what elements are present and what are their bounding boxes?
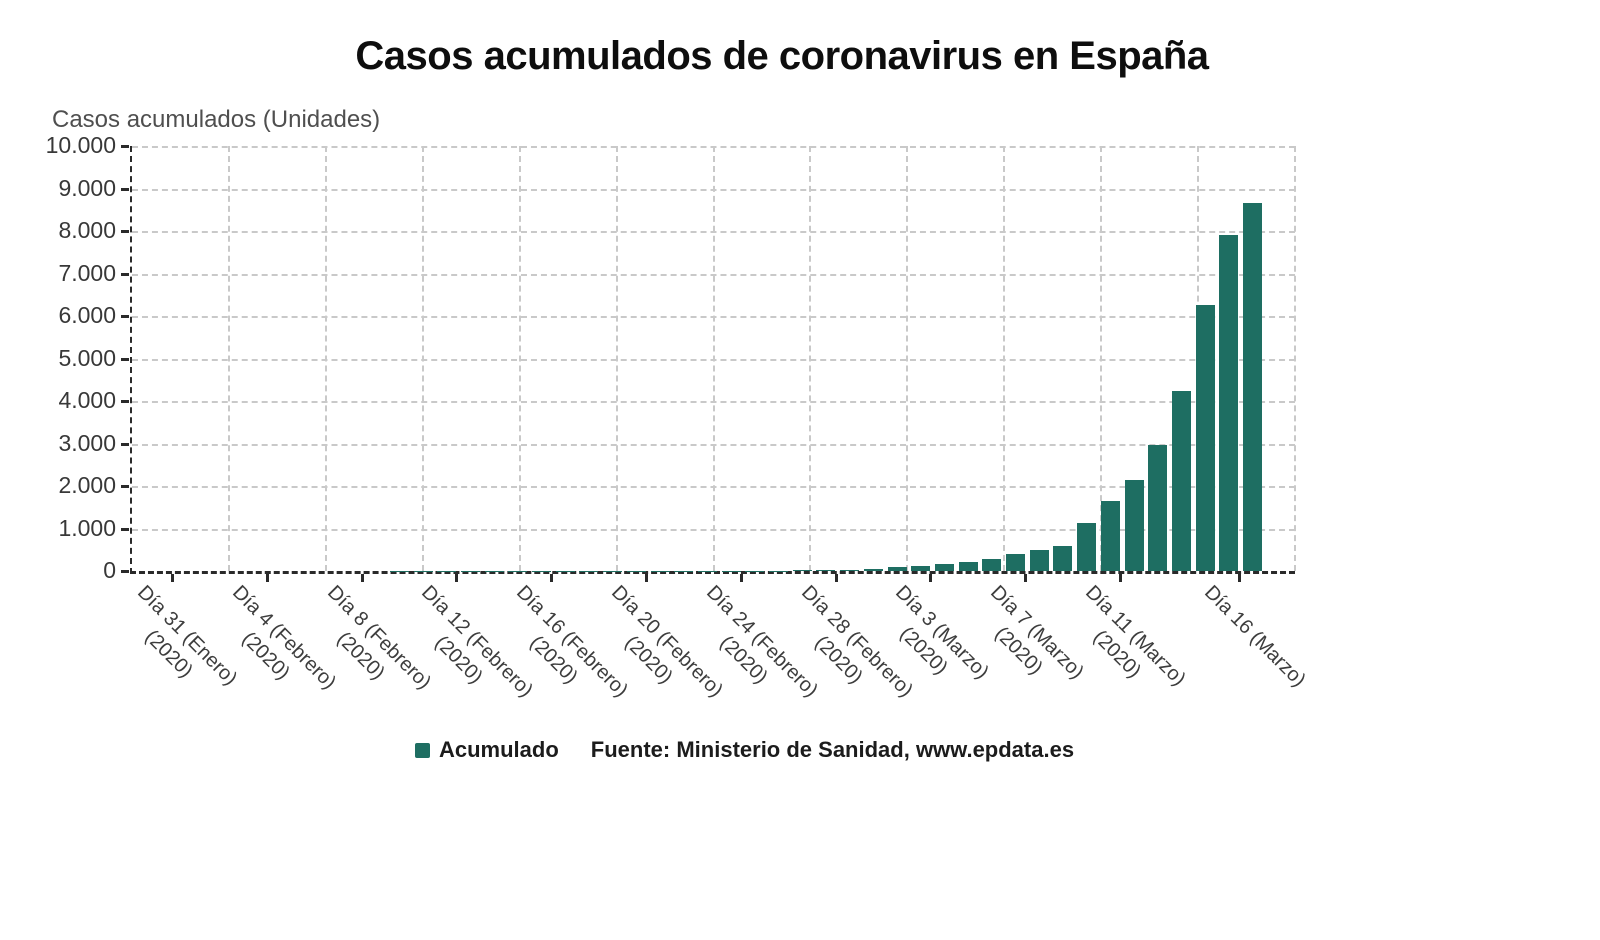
bar-11 Mar[interactable] [1124,480,1144,571]
gridline-v [906,146,909,571]
gridline-v [324,146,327,571]
x-axis-label: Día 11 (Marzo) (2020) [1081,581,1190,691]
bar-8 Mar[interactable] [1053,545,1073,571]
bar-10 Mar[interactable] [1100,501,1120,571]
x-tick [265,574,269,582]
bar-15 Mar[interactable] [1219,235,1239,571]
gridline-v [615,146,618,571]
y-axis-label: 10.000 [45,132,116,158]
bar-7 Mar[interactable] [1029,549,1049,571]
y-tick [121,187,129,191]
x-axis-label: Día 16 (Marzo) [1199,581,1310,692]
x-tick [645,574,648,582]
x-tick [1024,574,1028,582]
y-axis-label: 5.000 [58,344,116,371]
bar-29 Feb[interactable] [863,569,883,571]
plot-area [130,146,1296,574]
y-tick [121,400,129,403]
source-text: Fuente: Ministerio de Sanidad, www.epdat… [590,737,1075,762]
x-tick [1119,574,1122,582]
x-axis-label: Día 31 (Enero) (2020) [133,581,242,690]
x-tick [1237,574,1241,582]
y-tick [121,315,129,318]
y-tick [121,442,129,446]
y-tick [121,527,129,531]
gridline-v [712,146,715,571]
y-axis-label: 3.000 [58,429,116,456]
y-axis-label: 6.000 [58,302,116,328]
x-tick [550,574,554,582]
legend-item-acumulado[interactable]: Acumulado [439,737,559,762]
y-axis-label: 8.000 [58,217,116,243]
chart-title: Casos acumulados de coronavirus en Españ… [355,34,1209,78]
bar-13 Mar[interactable] [1171,391,1191,571]
gridline-v [421,146,424,571]
y-tick [121,485,129,488]
y-axis-label: 7.000 [58,259,116,286]
gridline-v [1100,146,1103,571]
y-axis-title: Casos acumulados (Unidades) [52,106,381,133]
bar-26 Feb[interactable] [792,570,812,571]
bar-3 Mar[interactable] [934,564,954,571]
gridline-v [227,146,230,571]
bar-12 Mar[interactable] [1148,445,1168,571]
gridline-v [518,146,521,571]
x-tick [360,574,364,582]
y-axis-label: 1.000 [58,514,116,541]
y-axis-label: 4.000 [58,387,116,413]
y-tick [121,145,129,148]
bar-4 Mar[interactable] [958,561,978,571]
x-axis-label: Día 7 (Marzo) (2020) [986,581,1089,684]
y-axis-label: 2.000 [58,472,116,498]
y-tick [121,570,129,573]
x-tick [739,574,743,582]
bar-16 Mar[interactable] [1243,202,1262,571]
bar-28 Feb[interactable] [840,569,860,571]
gridline-v [809,146,812,571]
y-axis-label: 0 [103,557,116,583]
y-tick [121,272,129,276]
gridline-v [1003,146,1006,571]
y-axis-label: 9.000 [58,174,116,201]
legend-swatch [415,742,430,758]
y-tick [121,357,129,361]
bar-1 Mar[interactable] [887,567,907,571]
bar-9 Mar[interactable] [1077,522,1097,571]
x-tick [171,574,174,582]
y-tick [121,230,129,233]
bar-14 Mar[interactable] [1195,305,1215,571]
x-tick [834,574,838,582]
x-tick [455,574,459,582]
gridline-v [1294,146,1296,571]
bar-5 Mar[interactable] [982,559,1002,571]
legend: Acumulado Fuente: Ministerio de Sanidad,… [415,737,1074,763]
x-tick [929,574,933,582]
bar-6 Mar[interactable] [1006,553,1025,571]
bar-2 Mar[interactable] [911,565,931,571]
bar-27 Feb[interactable] [816,570,836,571]
